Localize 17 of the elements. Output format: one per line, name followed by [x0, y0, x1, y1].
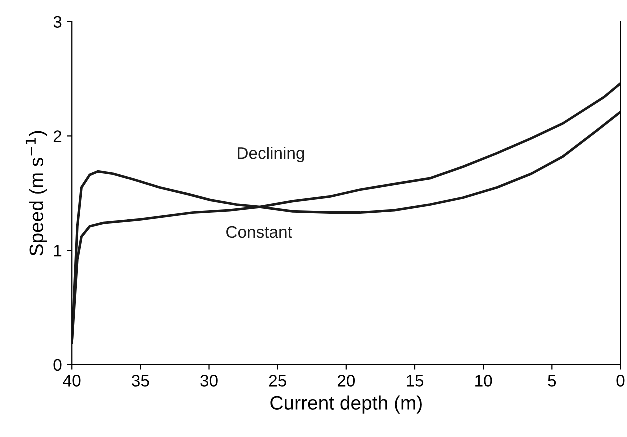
x-tick-label: 15 [407, 375, 424, 387]
text: Declining [238, 146, 304, 163]
x-tick-label: 0 [616, 375, 625, 387]
x-tick-label: 25 [269, 375, 286, 387]
x-tick-label: 30 [200, 375, 218, 387]
x-tick-label: 40 [63, 375, 81, 387]
series-label: Constant [226, 226, 292, 238]
x-tick-label: 20 [338, 375, 356, 387]
x-tick-label: 10 [476, 375, 492, 387]
x-axis-title: Current depth (m) [270, 396, 422, 414]
y-axis-title: Speed (m s$^{−1}$) [26, 131, 48, 256]
x-tick-label: 35 [132, 375, 150, 387]
y-tick-label: 2 [54, 130, 62, 142]
y-tick-label: 3 [54, 16, 62, 28]
y-tick-label: 1 [54, 245, 62, 257]
x-tick-label: 5 [548, 375, 556, 387]
y-tick-label: 0 [54, 359, 62, 372]
